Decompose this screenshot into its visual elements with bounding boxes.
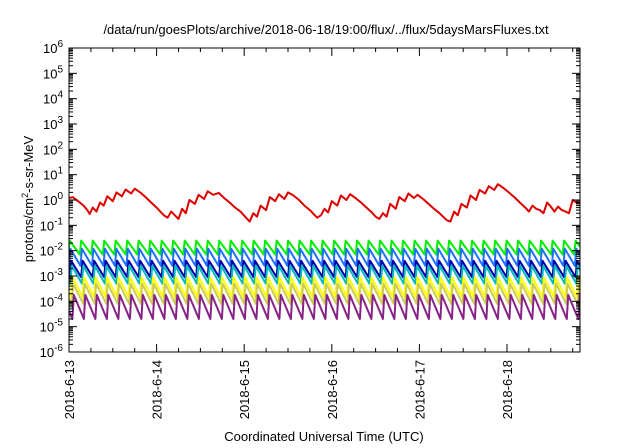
y-tick-label-exp: 0 <box>57 191 63 202</box>
x-axis-label: Coordinated Universal Time (UTC) <box>224 429 423 444</box>
y-tick-label-base: 10 <box>40 294 54 309</box>
y-tick-label-base: 10 <box>43 117 57 132</box>
y-tick-label-exp: -5 <box>54 318 63 329</box>
y-tick-label-base: 10 <box>43 168 57 183</box>
y-tick-label-exp: 2 <box>57 140 63 151</box>
y-axis-label-rest: -s-sr-MeV <box>21 135 36 192</box>
plot-frame <box>68 47 581 353</box>
y-tick-label-base: 10 <box>40 218 54 233</box>
x-tick-label: 2018-6-18 <box>500 360 515 419</box>
y-tick-label: 100 <box>43 191 63 208</box>
y-tick-label-exp: 1 <box>57 166 63 177</box>
x-tick-label: 2018-6-16 <box>325 360 340 419</box>
y-tick-label-base: 10 <box>40 320 54 335</box>
y-tick-label-base: 10 <box>43 66 57 81</box>
y-tick-label: 103 <box>43 115 63 132</box>
y-tick-label-base: 10 <box>40 269 54 284</box>
chart-title: /data/run/goesPlots/archive/2018-06-18/1… <box>103 22 549 37</box>
tick-label-layer: 10-610-510-410-310-210-11001011021031041… <box>40 39 515 419</box>
y-tick-label: 10-4 <box>40 292 64 309</box>
series-line-2 <box>69 239 580 256</box>
y-tick-label: 104 <box>43 90 63 107</box>
y-tick-label-base: 10 <box>43 41 57 56</box>
y-tick-label-exp: -2 <box>54 242 63 253</box>
y-tick-label: 10-1 <box>40 216 64 233</box>
y-tick-label: 10-5 <box>40 318 64 335</box>
series-line-7 <box>69 282 580 305</box>
series-line-3 <box>69 247 580 267</box>
x-tick-label: 2018-6-13 <box>62 360 77 419</box>
y-tick-label-base: 10 <box>40 244 54 259</box>
y-tick-label-exp: 3 <box>57 115 63 126</box>
y-tick-label-exp: 4 <box>57 90 63 101</box>
series-layer <box>69 183 580 320</box>
y-axis-label-base: protons/cm <box>21 198 36 262</box>
x-tick-label: 2018-6-17 <box>412 360 427 419</box>
y-tick-label: 106 <box>43 39 63 56</box>
y-axis-label: protons/cm2-s-sr-MeV <box>20 135 36 262</box>
y-tick-label: 10-6 <box>40 343 64 360</box>
x-tick-label: 2018-6-15 <box>237 360 252 419</box>
x-tick-label: 2018-6-14 <box>150 360 165 419</box>
y-axis-label-sup: 2 <box>20 193 30 198</box>
y-tick-label-base: 10 <box>43 92 57 107</box>
y-tick-label: 105 <box>43 64 63 81</box>
y-tick-label-exp: 5 <box>57 64 63 75</box>
y-tick-label: 101 <box>43 166 63 183</box>
y-tick-label-base: 10 <box>43 193 57 208</box>
y-tick-label: 10-3 <box>40 267 64 284</box>
y-tick-label-exp: -3 <box>54 267 63 278</box>
y-tick-label-base: 10 <box>43 142 57 157</box>
y-tick-label-base: 10 <box>40 345 54 360</box>
series-line-1 <box>69 183 580 223</box>
y-tick-label-exp: -1 <box>54 216 63 227</box>
series-line-5 <box>69 264 580 285</box>
series-line-4 <box>69 259 580 279</box>
y-tick-label-exp: -6 <box>54 343 63 354</box>
y-tick-label-exp: -4 <box>54 292 63 303</box>
series-line-6 <box>69 276 580 298</box>
y-tick-label-exp: 6 <box>57 39 63 50</box>
series-line-8 <box>69 293 580 320</box>
y-tick-label: 10-2 <box>40 242 64 259</box>
y-tick-label: 102 <box>43 140 63 157</box>
